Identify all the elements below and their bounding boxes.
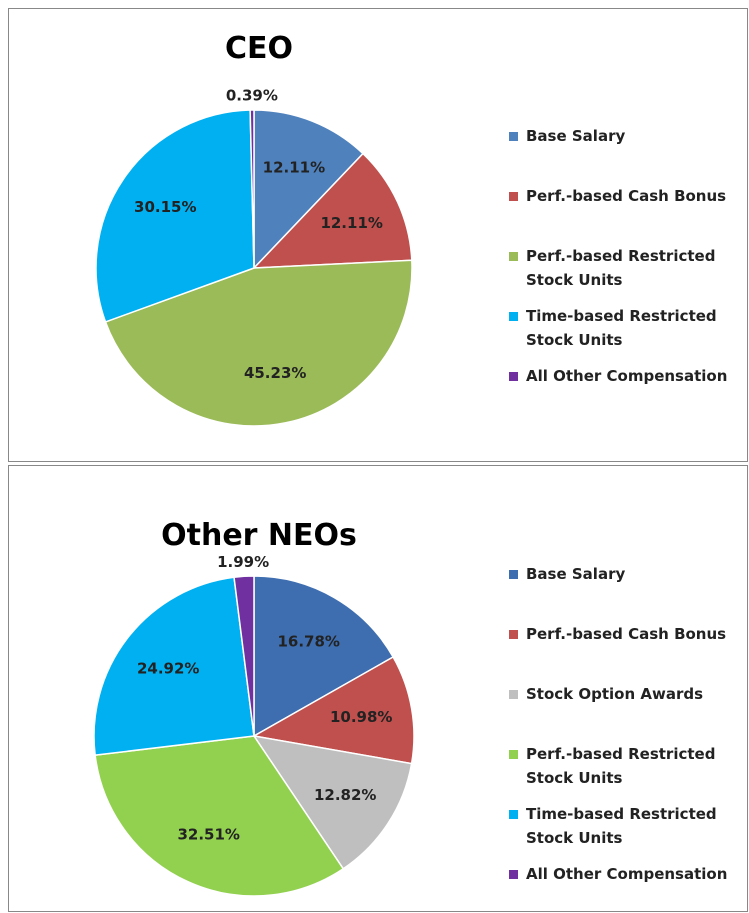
chart-panel: CEO 12.11% 12.11% 45.23% 30.15% 0.39% Base Sal… — [8, 8, 748, 462]
pie: 16.78% 10.98% 12.82% 32.51% 24.92% 1.99% — [93, 553, 415, 897]
legend-swatch — [509, 252, 518, 261]
chart-panel: Other NEOs 16.78% 10.98% 12.82% 32.51% 24.92%… — [8, 465, 748, 912]
legend-label: Time-based Restricted Stock Units — [526, 805, 717, 847]
legend-item: Perf.-based Restricted Stock Units — [509, 244, 739, 292]
legend-item: Perf.-based Cash Bonus — [509, 622, 739, 646]
legend-label: Perf.-based Restricted Stock Units — [526, 745, 716, 787]
legend-label: Perf.-based Cash Bonus — [526, 625, 727, 643]
pie-slice — [252, 734, 413, 870]
chart-title: CEO — [224, 31, 293, 66]
legend-swatch — [509, 690, 518, 699]
legend-swatch — [509, 750, 518, 759]
data-label: 1.99% — [217, 553, 269, 571]
legend-swatch — [509, 810, 518, 819]
legend-item: Base Salary — [509, 124, 739, 148]
legend-label: Time-based Restricted Stock Units — [526, 307, 717, 349]
data-label: 45.23% — [244, 364, 306, 382]
pie-slice — [251, 655, 415, 765]
chart-title: Other NEOs — [161, 518, 357, 553]
legend-item: Perf.-based Cash Bonus — [509, 184, 739, 208]
pie-slice — [104, 259, 413, 427]
legend-label: Perf.-based Restricted Stock Units — [526, 247, 716, 289]
legend-label: Stock Option Awards — [526, 685, 704, 703]
legend-label: Base Salary — [526, 127, 626, 145]
legend-label: All Other Compensation — [526, 367, 728, 385]
pie-slice — [93, 576, 255, 756]
data-label: 30.15% — [134, 198, 196, 216]
data-label: 12.11% — [263, 159, 325, 177]
legend-swatch — [509, 372, 518, 381]
data-label: 12.11% — [320, 214, 382, 232]
data-label: 24.92% — [137, 660, 199, 678]
legend-swatch — [509, 312, 518, 321]
legend-label: Base Salary — [526, 565, 626, 583]
data-label: 16.78% — [277, 632, 339, 650]
legend-item: Time-based Restricted Stock Units — [509, 304, 739, 352]
pie: 12.11% 12.11% 45.23% 30.15% 0.39% — [95, 87, 413, 427]
data-label: 10.98% — [330, 708, 392, 726]
legend-swatch — [509, 630, 518, 639]
pie-slice — [253, 575, 395, 738]
pie-slice — [95, 109, 255, 323]
legend-swatch — [509, 192, 518, 201]
legend-swatch — [509, 570, 518, 579]
legend-swatch — [509, 132, 518, 141]
legend-label: Perf.-based Cash Bonus — [526, 187, 727, 205]
pie-slice — [94, 735, 345, 897]
pie-slice — [252, 152, 413, 269]
legend-item: All Other Compensation — [509, 364, 739, 388]
pie-slice — [233, 575, 255, 737]
legend-swatch — [509, 870, 518, 879]
data-label: 0.39% — [226, 87, 278, 105]
legend-label: All Other Compensation — [526, 865, 728, 883]
legend-item: Time-based Restricted Stock Units — [509, 802, 739, 850]
legend-item: Perf.-based Restricted Stock Units — [509, 742, 739, 790]
legend-item: Stock Option Awards — [509, 682, 739, 706]
data-label: 12.82% — [314, 786, 376, 804]
data-label: 32.51% — [177, 825, 239, 843]
legend-item: Base Salary — [509, 562, 739, 586]
pie-slice — [253, 109, 365, 270]
legend-item: All Other Compensation — [509, 862, 739, 886]
pie-slice — [249, 109, 255, 269]
